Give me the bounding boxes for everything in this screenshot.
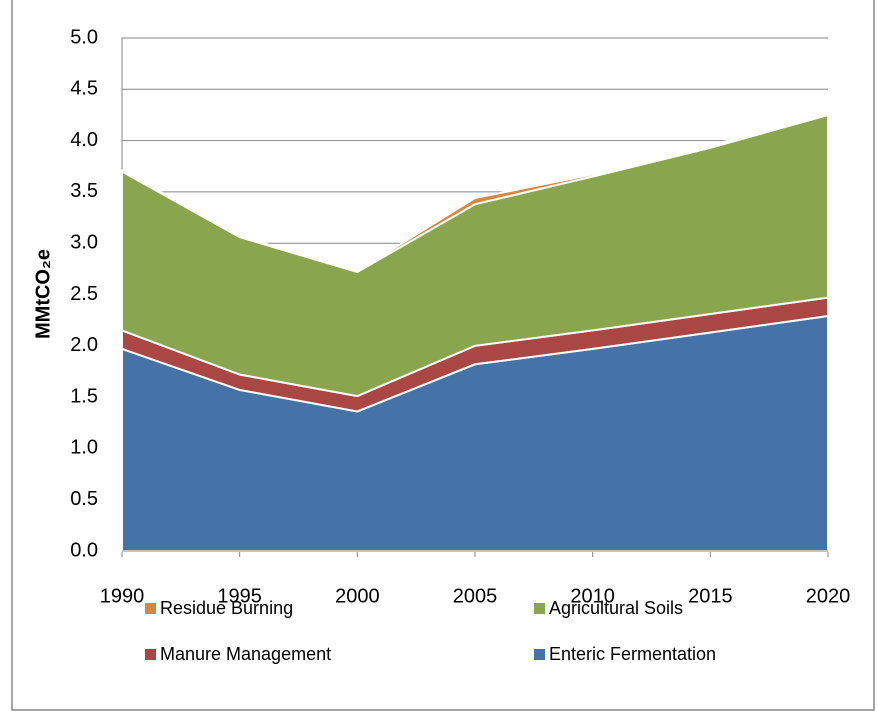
y-tick-label: 3.0 xyxy=(70,231,98,253)
x-tick-label: 1995 xyxy=(217,585,262,607)
y-tick-label: 4.5 xyxy=(70,78,98,100)
x-tick-label: 2005 xyxy=(453,585,498,607)
legend-swatch xyxy=(534,603,545,614)
y-tick-label: 4.0 xyxy=(70,129,98,151)
y-tick-label: 1.0 xyxy=(70,437,98,459)
y-tick-label: 2.0 xyxy=(70,334,98,356)
x-tick-label: 2010 xyxy=(570,585,615,607)
y-tick-label: 3.5 xyxy=(70,180,98,202)
x-tick-label: 2000 xyxy=(335,585,380,607)
legend-swatch xyxy=(145,603,156,614)
x-tick-label: 1990 xyxy=(100,585,145,607)
y-tick-label: 0.5 xyxy=(70,488,98,510)
legend-swatch xyxy=(534,649,545,660)
legend-swatch xyxy=(145,649,156,660)
chart-frame xyxy=(11,0,875,711)
y-axis-label: MMtCO₂e xyxy=(32,249,54,339)
y-tick-label: 0.0 xyxy=(70,539,98,561)
x-tick-label: 2015 xyxy=(688,585,733,607)
x-tick-label: 2020 xyxy=(806,585,851,607)
y-tick-label: 5.0 xyxy=(70,26,98,48)
area xyxy=(121,111,829,274)
legend-label: Agricultural Soils xyxy=(549,598,683,618)
legend-label: Residue Burning xyxy=(160,598,293,618)
y-tick-label: 2.5 xyxy=(70,283,98,305)
y-tick-label: 1.5 xyxy=(70,385,98,407)
legend-label: Manure Management xyxy=(160,644,331,664)
legend-label: Enteric Fermentation xyxy=(549,644,716,664)
